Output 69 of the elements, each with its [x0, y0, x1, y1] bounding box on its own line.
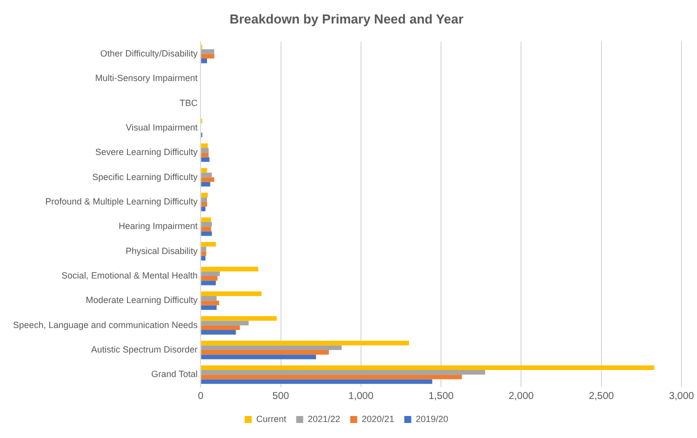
- y-tick-label: Moderate Learning Difficulty: [86, 295, 198, 306]
- bar: [201, 197, 208, 202]
- bar: [201, 354, 316, 360]
- bar: [201, 231, 212, 236]
- bar: [201, 271, 220, 276]
- bar: [201, 148, 209, 153]
- bar: [201, 276, 218, 281]
- legend-label: 2021/22: [308, 414, 340, 424]
- x-tick-label: 2,000: [508, 390, 534, 402]
- bar: [201, 379, 432, 384]
- bar: [201, 143, 208, 148]
- bar: [201, 49, 214, 54]
- bar: [201, 202, 208, 207]
- bar: [201, 168, 208, 173]
- bar: [201, 291, 262, 296]
- bar: [201, 305, 217, 310]
- bar: [201, 54, 214, 59]
- y-tick-label: Autistic Spectrum Disorder: [91, 344, 198, 354]
- bar: [201, 152, 209, 158]
- bar: [201, 340, 409, 346]
- y-tick-label: Hearing Impairment: [118, 221, 198, 232]
- bar: [201, 222, 212, 227]
- y-tick-label: Profound & Multiple Learning Difficulty: [45, 196, 198, 206]
- bar: [201, 374, 462, 380]
- bar: [201, 296, 217, 301]
- bar: [201, 280, 216, 286]
- bar: [201, 350, 329, 355]
- y-tick-label: Speech, Language and communication Needs: [12, 320, 198, 330]
- bar: [201, 316, 277, 321]
- bar: [201, 226, 212, 232]
- bar: [201, 251, 206, 256]
- bar: [201, 177, 214, 182]
- y-tick-label: Multi-Sensory Impairment: [95, 73, 198, 84]
- y-tick-label: Grand Total: [151, 369, 198, 380]
- bar: [201, 246, 206, 252]
- bar: [201, 182, 210, 187]
- bar: [201, 345, 342, 350]
- y-tick-label: Severe Learning Difficulty: [95, 147, 198, 158]
- y-tick-label: TBC: [180, 98, 198, 108]
- legend-label: Current: [256, 414, 287, 424]
- bar: [201, 365, 654, 370]
- x-tick-label: 1,000: [348, 390, 374, 402]
- x-tick-label: 3,000: [668, 390, 694, 402]
- bar: [201, 157, 210, 162]
- bar: [201, 325, 240, 330]
- bar: [201, 217, 212, 222]
- x-tick-label: 0: [198, 390, 204, 402]
- bar: [201, 58, 208, 64]
- x-tick-label: 500: [272, 390, 290, 402]
- bar: [201, 370, 486, 375]
- bar: [201, 206, 206, 212]
- bar: [201, 172, 212, 178]
- bar: [201, 192, 208, 198]
- y-tick-label: Physical Disability: [126, 246, 198, 256]
- bar: [201, 330, 236, 335]
- bar: [201, 242, 216, 247]
- y-tick-label: Specific Learning Difficulty: [92, 172, 198, 182]
- chart-title: Breakdown by Primary Need and Year: [230, 11, 464, 26]
- x-tick-label: 2,500: [588, 390, 614, 402]
- y-tick-label: Social, Emotional & Mental Health: [62, 270, 198, 280]
- y-tick-label: Other Difficulty/Disability: [100, 48, 198, 58]
- legend-label: 2019/20: [416, 414, 448, 424]
- y-tick-label: Visual Impairment: [126, 122, 198, 132]
- bar: [201, 300, 220, 306]
- legend-label: 2020/21: [362, 414, 394, 424]
- bar: [201, 320, 249, 326]
- bar: [201, 266, 258, 272]
- bar: [201, 256, 206, 261]
- x-tick-label: 1,500: [428, 390, 454, 402]
